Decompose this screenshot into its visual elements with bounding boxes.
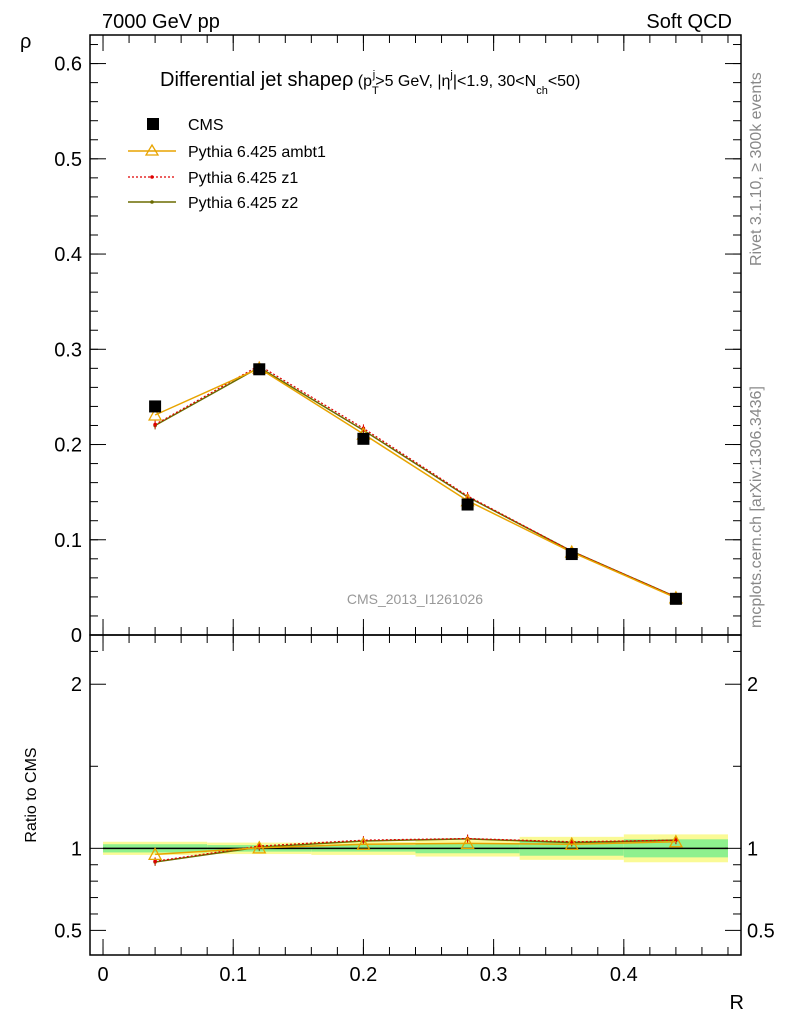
ratio-tick-labels: 0.5 0.5 1 1 2 2 0 0.1 0.2 0.3 0.4 xyxy=(54,674,775,986)
ratio-y-tick-label-right: 0.5 xyxy=(747,920,775,942)
rivet-label: Rivet 3.1.10, ≥ 300k events xyxy=(748,72,765,266)
x-tick-label: 0.1 xyxy=(219,964,247,986)
ratio-line-ambt1 xyxy=(155,841,676,856)
ratio-point-ambt1 xyxy=(252,840,267,854)
y-tick-label: 0.6 xyxy=(54,54,82,76)
legend-label-ambt1: Pythia 6.425 ambt1 xyxy=(188,144,326,161)
legend-label-z2: Pythia 6.425 z2 xyxy=(188,195,298,212)
point-cms xyxy=(357,432,370,445)
analysis-watermark: CMS_2013_I1261026 xyxy=(347,591,483,607)
y-tick-label: 0.1 xyxy=(54,530,82,552)
series-line-z2 xyxy=(154,366,677,598)
main-series xyxy=(148,360,683,605)
ratio-y-tick-label: 1 xyxy=(71,838,82,860)
legend-marker-z2 xyxy=(150,200,154,204)
ratio-frame xyxy=(89,634,742,956)
ratio-point-ambt1 xyxy=(356,836,371,850)
ratio-point-z1 xyxy=(257,844,262,848)
legend-marker-cms xyxy=(147,118,159,130)
ratio-axis-ticks xyxy=(90,635,741,955)
legend-marker-z1 xyxy=(150,175,154,179)
x-tick-label: 0.3 xyxy=(480,964,508,986)
ratio-y-tick-label-right: 1 xyxy=(747,838,758,860)
point-z1 xyxy=(153,422,157,427)
y-tick-label: 0.4 xyxy=(54,244,82,266)
main-panel: 0 0.1 0.2 0.3 0.4 0.5 0.6 Differential jet sha… xyxy=(20,31,742,647)
ratio-y-tick-label-right: 2 xyxy=(747,674,758,696)
ratio-point-z1 xyxy=(153,859,157,864)
header-right: Soft QCD xyxy=(646,11,732,33)
legend-label-z1: Pythia 6.425 z1 xyxy=(188,170,298,187)
y-tick-label: 0.2 xyxy=(54,435,82,457)
ratio-line-z1 xyxy=(155,837,676,862)
point-cms xyxy=(253,363,266,376)
ratio-point-ambt1 xyxy=(668,834,683,848)
ratio-y-tick-label: 2 xyxy=(71,674,82,696)
point-cms xyxy=(149,400,162,413)
main-tick-labels: 0 0.1 0.2 0.3 0.4 0.5 0.6 xyxy=(54,54,82,647)
legend-marker-ambt1 xyxy=(144,143,160,156)
ratio-point-ambt1 xyxy=(148,847,163,861)
x-tick-label: 0 xyxy=(97,964,108,986)
main-ylabel: ρ xyxy=(20,31,31,53)
y-tick-label: 0 xyxy=(71,625,82,647)
ratio-y-tick-label: 0.5 xyxy=(54,920,82,942)
main-title: Differential jet shapeρ (pTj>5 GeV, |ηj|… xyxy=(160,69,580,97)
source-label: mcplots.cern.ch [arXiv:1306.3436] xyxy=(748,386,765,628)
x-axis-label: R xyxy=(730,992,744,1014)
x-tick-label: 0.4 xyxy=(610,964,638,986)
x-tick-label: 0.2 xyxy=(350,964,378,986)
y-tick-label: 0.3 xyxy=(54,339,82,361)
point-cms xyxy=(565,548,578,561)
ratio-point-z1 xyxy=(674,838,678,842)
ratio-ylabel: Ratio to CMS xyxy=(23,747,40,842)
ratio-panel: 0.5 0.5 1 1 2 2 0 0.1 0.2 0.3 0.4 Ratio to CMS R xyxy=(23,634,775,1014)
point-ambt1 xyxy=(148,407,163,421)
legend-label-cms: CMS xyxy=(188,117,224,134)
main-axis-ticks xyxy=(90,35,741,636)
series-line-ambt1 xyxy=(154,367,677,599)
point-cms xyxy=(461,498,474,511)
point-cms xyxy=(669,592,682,605)
legend: CMS Pythia 6.425 ambt1 Pythia 6.425 z1 P… xyxy=(128,117,326,212)
ratio-point-ambt1 xyxy=(460,836,475,850)
header-left: 7000 GeV pp xyxy=(102,11,220,33)
ratio-point-ambt1 xyxy=(564,836,579,850)
y-tick-label: 0.5 xyxy=(54,149,82,171)
ratio-bands xyxy=(103,834,728,863)
ratio-series xyxy=(148,834,683,866)
